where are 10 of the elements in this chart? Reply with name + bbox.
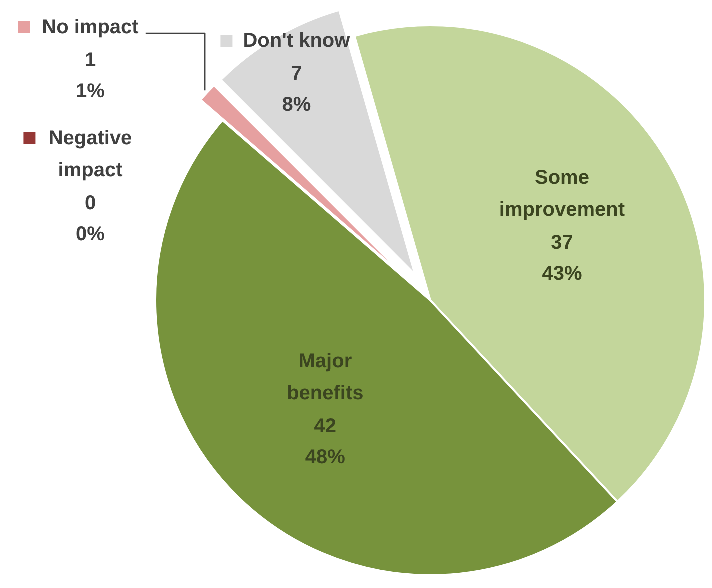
data-label: 37 43% [542,232,582,286]
slice-label: Some improvement [499,167,626,222]
legend-label: Negative impact [48,128,132,182]
slice-label: Major benefits [287,350,364,404]
data-label: 42 48% [305,415,346,468]
text: 0 0% [76,192,105,246]
legend-label: Don't know [243,30,351,52]
data-label: 1 1% [76,50,106,102]
data-label: 7 8% [282,63,312,116]
legend-label: No impact [42,16,140,38]
